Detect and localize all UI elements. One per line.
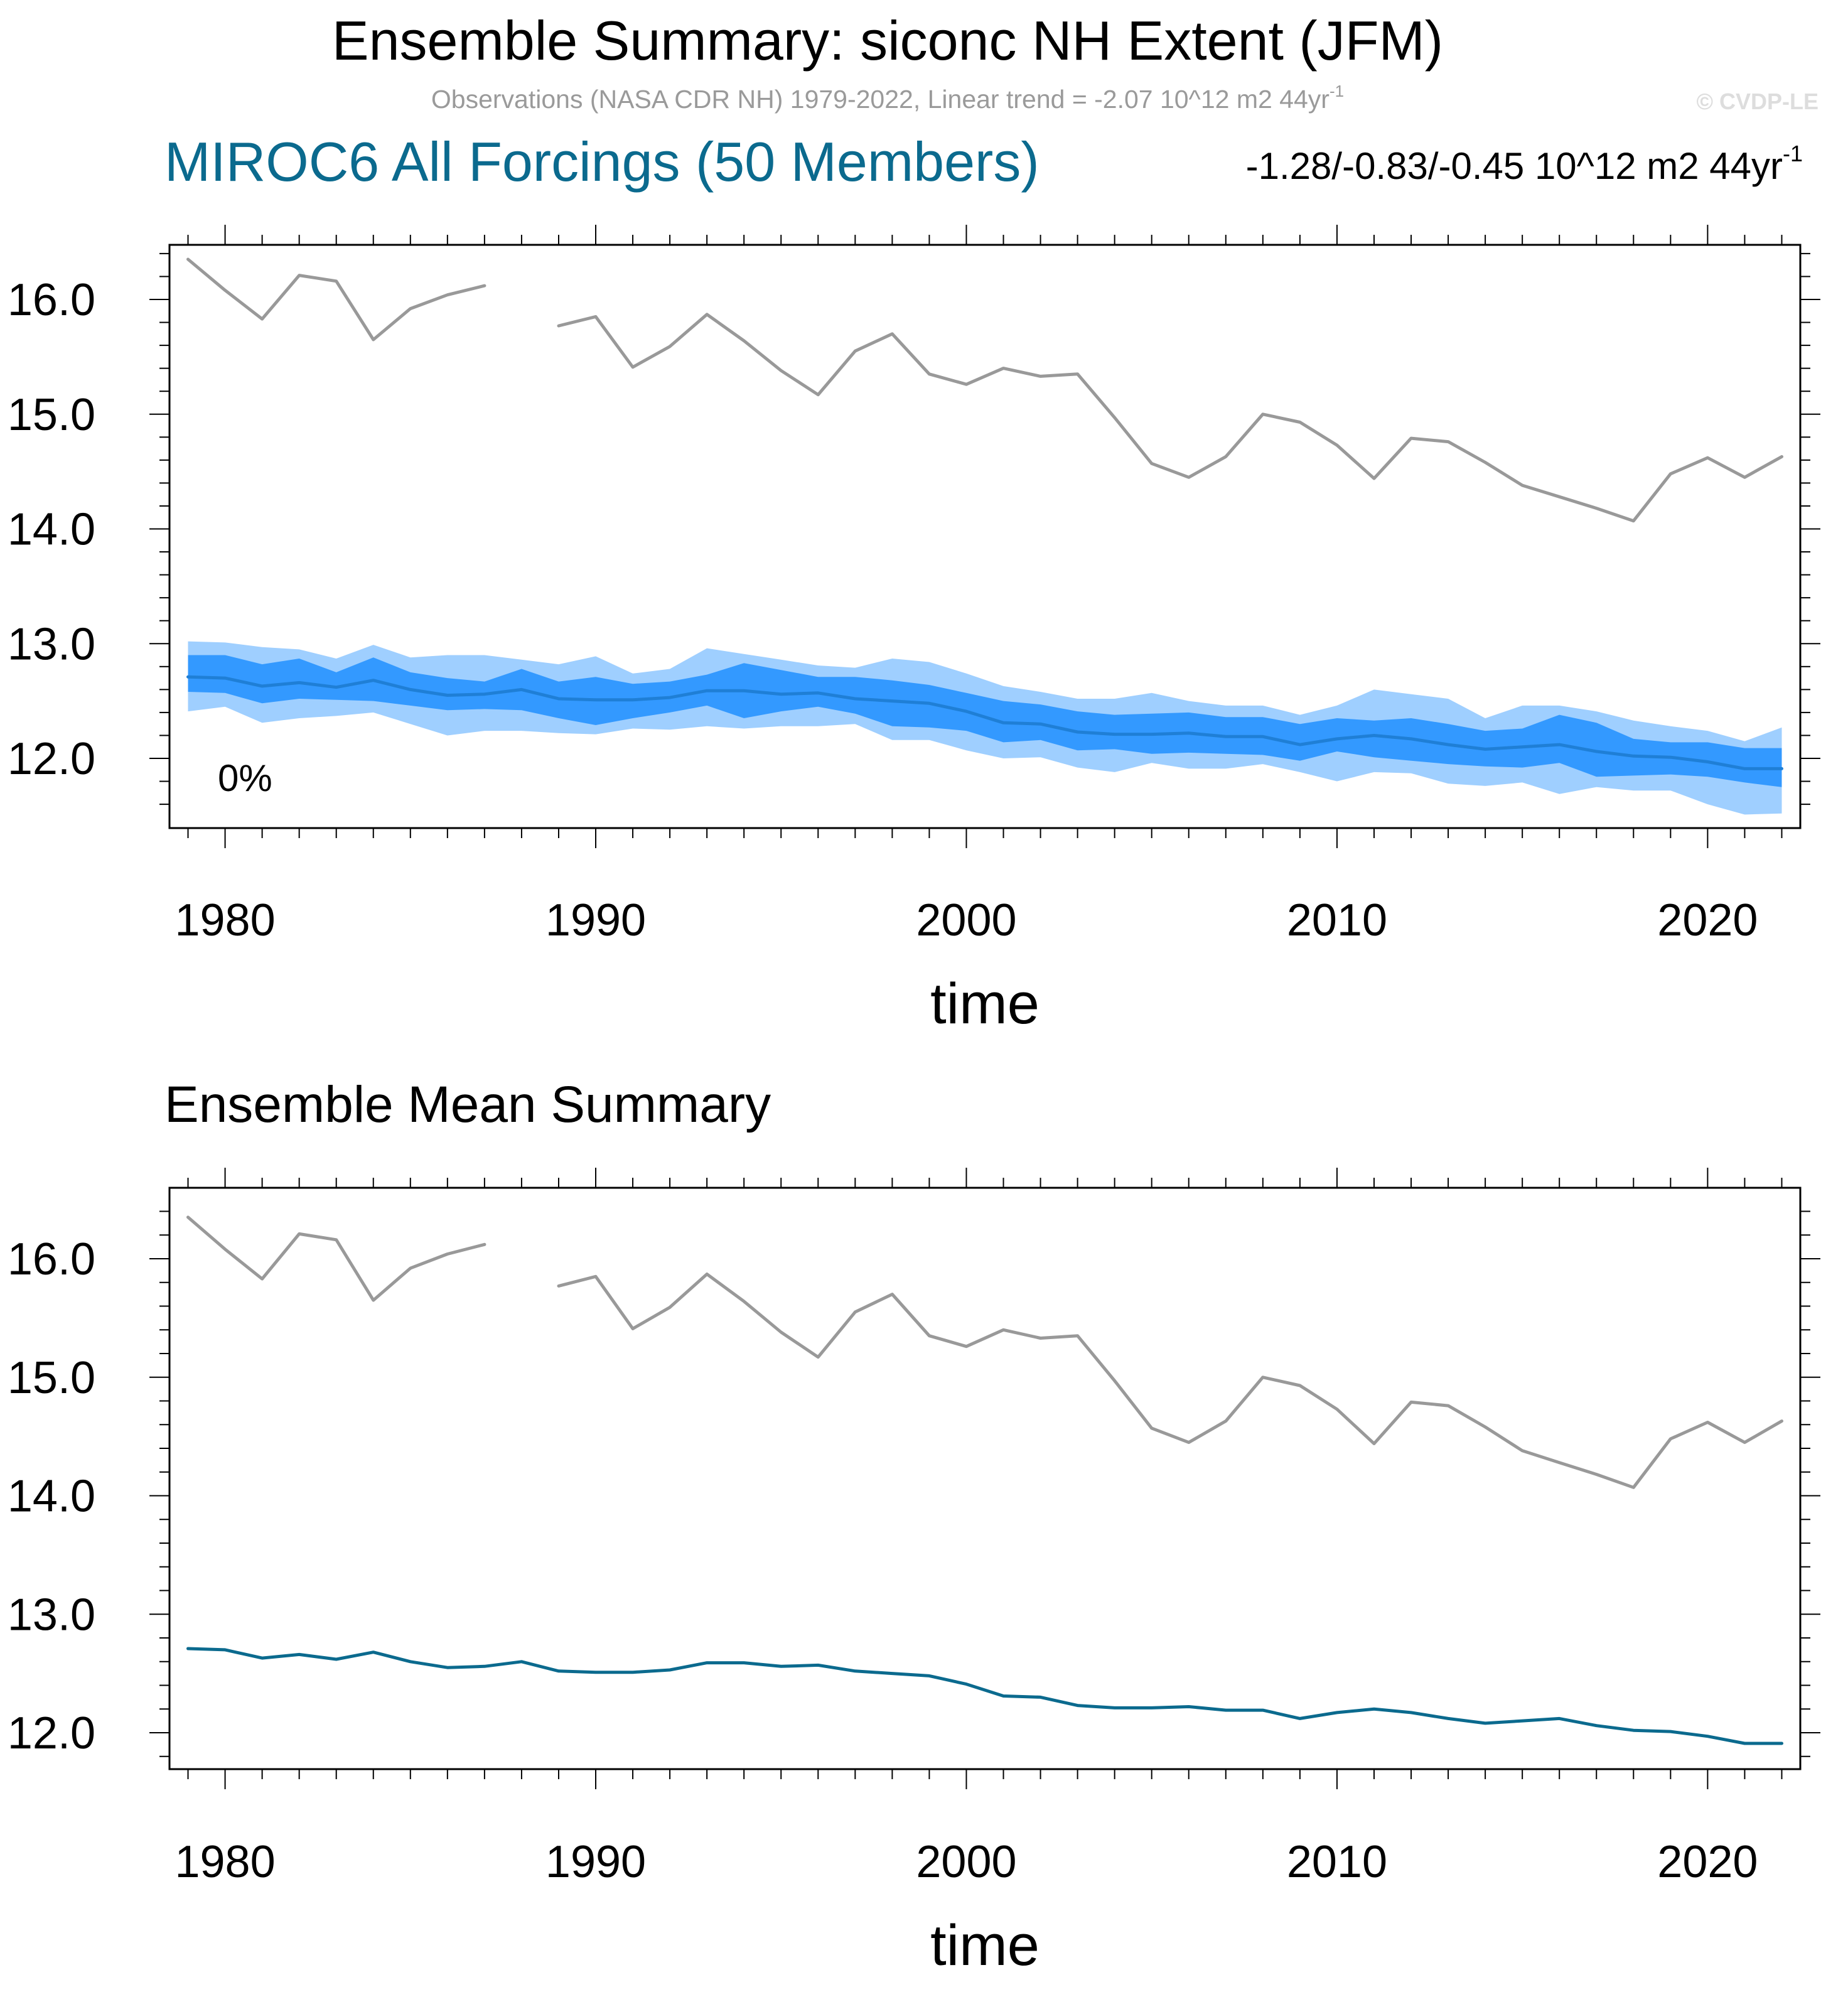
ensemble-summary-panel: 1980 1990 2000 2010 2020 12.0 13.0 14.0 15.0 16.0… bbox=[8, 225, 1820, 1036]
interquartile-range-band bbox=[188, 655, 1782, 787]
model-trend-main: -1.28/-0.83/-0.45 10^12 m2 44yr bbox=[1246, 145, 1783, 187]
x-tick-label: 2000 bbox=[916, 895, 1016, 945]
model-title: MIROC6 All Forcings (50 Members) bbox=[164, 131, 1040, 193]
observations-line bbox=[186, 1215, 1783, 1489]
x-tick-label: 1980 bbox=[175, 895, 275, 945]
x-tick-label: 1990 bbox=[545, 1837, 646, 1887]
x-tick-label: 2000 bbox=[916, 1837, 1016, 1887]
ensemble-mean-panel: 1980 1990 2000 2010 2020 12.0 13.0 14.0 15.0 16.0… bbox=[8, 1168, 1820, 1978]
percent-annotation: 0% bbox=[218, 757, 272, 799]
x-axis-label: time bbox=[930, 1914, 1040, 1978]
y-tick-label: 15.0 bbox=[8, 1353, 95, 1403]
plot-marks: 1980 1990 2000 2010 2020 12.0 13.0 14.0 15.0 16.0 bbox=[8, 225, 1820, 945]
y-tick-label: 12.0 bbox=[8, 1708, 95, 1758]
observations-line bbox=[186, 257, 1783, 523]
plot-frame bbox=[168, 244, 1802, 829]
ensemble-mean-line bbox=[186, 675, 1783, 770]
observations-caption-main: Observations (NASA CDR NH) 1979-2022, Li… bbox=[431, 85, 1330, 114]
plot-frame bbox=[168, 1187, 1802, 1770]
x-tick-label: 2010 bbox=[1287, 895, 1387, 945]
x-axis-label: time bbox=[930, 972, 1040, 1036]
y-tick-label: 14.0 bbox=[8, 505, 95, 555]
ensemble-mean-line bbox=[186, 1647, 1783, 1745]
y-tick-label: 12.0 bbox=[8, 734, 95, 784]
main-title: Ensemble Summary: siconc NH Extent (JFM) bbox=[332, 9, 1443, 72]
y-tick-label: 15.0 bbox=[8, 390, 95, 440]
x-tick-label: 2020 bbox=[1657, 895, 1758, 945]
y-tick-label: 13.0 bbox=[8, 619, 95, 669]
watermark: © CVDP-LE bbox=[1696, 89, 1818, 114]
x-tick-label: 2010 bbox=[1287, 1837, 1387, 1887]
observations-caption-sup: -1 bbox=[1330, 82, 1344, 100]
ensemble-mean-title: Ensemble Mean Summary bbox=[164, 1076, 771, 1133]
observations-caption: Observations (NASA CDR NH) 1979-2022, Li… bbox=[431, 82, 1344, 114]
y-tick-label: 16.0 bbox=[8, 1234, 95, 1284]
model-trend: -1.28/-0.83/-0.45 10^12 m2 44yr-1 bbox=[1246, 141, 1803, 187]
plot-marks: 1980 1990 2000 2010 2020 12.0 13.0 14.0 15.0 16.0 bbox=[8, 1168, 1820, 1887]
y-tick-label: 13.0 bbox=[8, 1590, 95, 1640]
x-tick-label: 2020 bbox=[1657, 1837, 1758, 1887]
y-tick-label: 16.0 bbox=[8, 275, 95, 325]
x-tick-label: 1980 bbox=[175, 1837, 275, 1887]
y-tick-label: 14.0 bbox=[8, 1472, 95, 1522]
x-tick-label: 1990 bbox=[545, 895, 646, 945]
model-trend-sup: -1 bbox=[1783, 141, 1803, 166]
